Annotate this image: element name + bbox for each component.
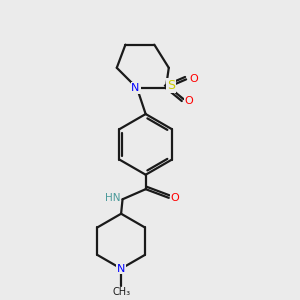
Text: O: O bbox=[171, 193, 179, 203]
Text: N: N bbox=[117, 264, 125, 274]
Text: O: O bbox=[189, 74, 198, 84]
Text: S: S bbox=[167, 79, 175, 92]
Text: O: O bbox=[184, 96, 194, 106]
Text: HN: HN bbox=[105, 193, 120, 203]
Text: N: N bbox=[131, 83, 140, 93]
Text: CH₃: CH₃ bbox=[112, 287, 130, 297]
